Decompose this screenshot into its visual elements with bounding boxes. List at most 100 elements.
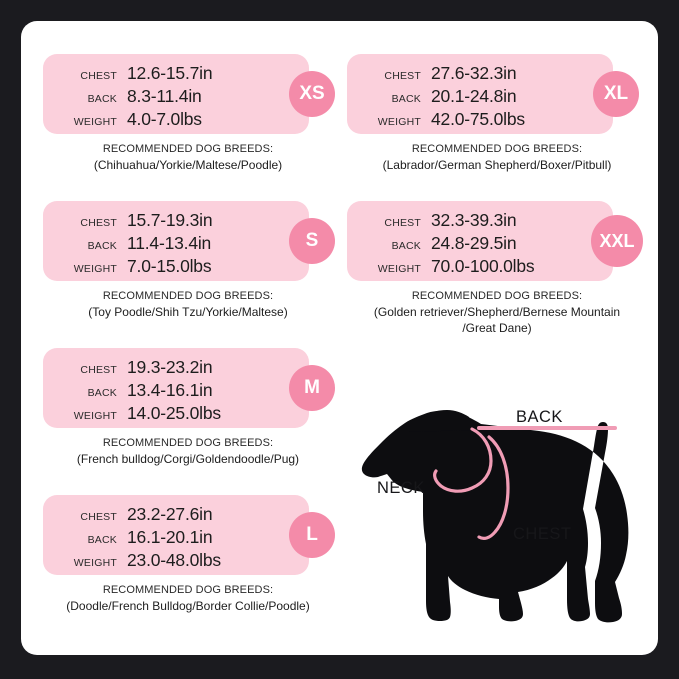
measure-value-back: 16.1-20.1in bbox=[127, 527, 213, 547]
breeds-list: (Toy Poodle/Shih Tzu/Yorkie/Maltese) bbox=[88, 305, 288, 319]
measure-value-back: 20.1-24.8in bbox=[431, 86, 517, 106]
measure-label-back: BACK bbox=[87, 534, 117, 546]
breeds-s: RECOMMENDED DOG BREEDS: (Toy Poodle/Shih… bbox=[43, 289, 333, 320]
size-block-m: CHEST 19.3-23.2in BACK 13.4-16.1in WEIGH… bbox=[43, 348, 335, 467]
dog-measurement-diagram: BACK NECK CHEST bbox=[351, 371, 651, 636]
measure-label-weight: WEIGHT bbox=[73, 410, 117, 422]
measurement-row-back: BACK 20.1-24.8in bbox=[347, 86, 613, 109]
measure-value-chest: 27.6-32.3in bbox=[431, 63, 517, 83]
breeds-xl: RECOMMENDED DOG BREEDS: (Labrador/German… bbox=[347, 142, 647, 173]
measurement-row-weight: WEIGHT 14.0-25.0lbs bbox=[43, 403, 309, 426]
measurement-list: CHEST 15.7-19.3in BACK 11.4-13.4in WEIGH… bbox=[43, 201, 309, 279]
breeds-title: RECOMMENDED DOG BREEDS: bbox=[411, 290, 583, 302]
measure-value-weight: 23.0-48.0lbs bbox=[127, 550, 221, 570]
breeds-list: (French bulldog/Corgi/Goldendoodle/Pug) bbox=[76, 452, 300, 466]
breeds-list: (Doodle/French Bulldog/Border Collie/Poo… bbox=[66, 599, 310, 613]
breeds-m: RECOMMENDED DOG BREEDS: (French bulldog/… bbox=[43, 436, 333, 467]
measurement-row-weight: WEIGHT 7.0-15.0lbs bbox=[43, 256, 309, 279]
measure-value-chest: 32.3-39.3in bbox=[431, 210, 517, 230]
size-block-l: CHEST 23.2-27.6in BACK 16.1-20.1in WEIGH… bbox=[43, 495, 335, 614]
measure-label-chest: CHEST bbox=[80, 70, 117, 82]
size-badge-s[interactable]: S bbox=[289, 218, 335, 264]
size-card-s[interactable]: CHEST 15.7-19.3in BACK 11.4-13.4in WEIGH… bbox=[43, 201, 335, 281]
breeds-title: RECOMMENDED DOG BREEDS: bbox=[102, 290, 274, 302]
measurement-row-chest: CHEST 27.6-32.3in bbox=[347, 63, 613, 86]
measure-value-back: 24.8-29.5in bbox=[431, 233, 517, 253]
neck-measure-loop bbox=[433, 427, 493, 493]
measurement-row-weight: WEIGHT 4.0-7.0lbs bbox=[43, 109, 309, 132]
measure-label-chest: CHEST bbox=[384, 217, 421, 229]
figure-label-chest: CHEST bbox=[513, 525, 572, 543]
measure-value-weight: 14.0-25.0lbs bbox=[127, 403, 221, 423]
measurement-row-chest: CHEST 12.6-15.7in bbox=[43, 63, 309, 86]
chest-measure-loop bbox=[477, 435, 510, 540]
measure-value-chest: 23.2-27.6in bbox=[127, 504, 213, 524]
size-block-xxl: CHEST 32.3-39.3in BACK 24.8-29.5in WEIGH… bbox=[347, 201, 647, 336]
measurement-row-back: BACK 13.4-16.1in bbox=[43, 380, 309, 403]
size-badge-m[interactable]: M bbox=[289, 365, 335, 411]
measurement-row-weight: WEIGHT 70.0-100.0lbs bbox=[347, 256, 613, 279]
dog-silhouette-icon bbox=[361, 410, 629, 623]
breeds-title: RECOMMENDED DOG BREEDS: bbox=[102, 143, 274, 155]
measurement-row-weight: WEIGHT 23.0-48.0lbs bbox=[43, 550, 309, 573]
breeds-l: RECOMMENDED DOG BREEDS: (Doodle/French B… bbox=[43, 583, 333, 614]
measure-value-weight: 4.0-7.0lbs bbox=[127, 109, 202, 129]
measure-value-back: 11.4-13.4in bbox=[127, 233, 212, 253]
size-block-s: CHEST 15.7-19.3in BACK 11.4-13.4in WEIGH… bbox=[43, 201, 335, 320]
measurement-row-chest: CHEST 23.2-27.6in bbox=[43, 504, 309, 527]
size-card-xs[interactable]: CHEST 12.6-15.7in BACK 8.3-11.4in WEIGHT… bbox=[43, 54, 335, 134]
measure-value-back: 8.3-11.4in bbox=[127, 86, 202, 106]
measure-label-back: BACK bbox=[87, 387, 117, 399]
breeds-title: RECOMMENDED DOG BREEDS: bbox=[411, 143, 583, 155]
size-block-xs: CHEST 12.6-15.7in BACK 8.3-11.4in WEIGHT… bbox=[43, 54, 335, 173]
measurement-row-chest: CHEST 19.3-23.2in bbox=[43, 357, 309, 380]
measure-value-back: 13.4-16.1in bbox=[127, 380, 213, 400]
breeds-list: (Chihuahua/Yorkie/Maltese/Poodle) bbox=[93, 158, 283, 172]
breeds-xs: RECOMMENDED DOG BREEDS: (Chihuahua/Yorki… bbox=[43, 142, 333, 173]
measure-value-chest: 15.7-19.3in bbox=[127, 210, 213, 230]
size-card-xxl[interactable]: CHEST 32.3-39.3in BACK 24.8-29.5in WEIGH… bbox=[347, 201, 643, 281]
measurement-list: CHEST 32.3-39.3in BACK 24.8-29.5in WEIGH… bbox=[347, 201, 613, 279]
measure-label-back: BACK bbox=[391, 240, 421, 252]
measurement-row-back: BACK 11.4-13.4in bbox=[43, 233, 309, 256]
measure-value-weight: 42.0-75.0lbs bbox=[431, 109, 525, 129]
size-badge-xs[interactable]: XS bbox=[289, 71, 335, 117]
measure-value-weight: 70.0-100.0lbs bbox=[431, 256, 535, 276]
figure-label-neck: NECK bbox=[377, 479, 425, 497]
measure-label-chest: CHEST bbox=[80, 511, 117, 523]
measurement-list: CHEST 12.6-15.7in BACK 8.3-11.4in WEIGHT… bbox=[43, 54, 309, 132]
measure-value-chest: 12.6-15.7in bbox=[127, 63, 213, 83]
size-card-l[interactable]: CHEST 23.2-27.6in BACK 16.1-20.1in WEIGH… bbox=[43, 495, 335, 575]
measurement-row-back: BACK 16.1-20.1in bbox=[43, 527, 309, 550]
size-block-xl: CHEST 27.6-32.3in BACK 20.1-24.8in WEIGH… bbox=[347, 54, 647, 173]
measure-value-chest: 19.3-23.2in bbox=[127, 357, 213, 377]
measure-label-back: BACK bbox=[87, 93, 117, 105]
breeds-xxl: RECOMMENDED DOG BREEDS: (Golden retrieve… bbox=[347, 289, 647, 336]
measurement-row-chest: CHEST 15.7-19.3in bbox=[43, 210, 309, 233]
measurement-row-chest: CHEST 32.3-39.3in bbox=[347, 210, 613, 233]
breeds-list: (Golden retriever/Shepherd/Bernese Mount… bbox=[373, 305, 621, 335]
measure-label-back: BACK bbox=[87, 240, 117, 252]
size-chart-panel: CHEST 12.6-15.7in BACK 8.3-11.4in WEIGHT… bbox=[21, 21, 658, 655]
size-badge-xxl[interactable]: XXL bbox=[591, 215, 643, 267]
measure-label-chest: CHEST bbox=[80, 364, 117, 376]
size-badge-xl[interactable]: XL bbox=[593, 71, 639, 117]
measure-label-weight: WEIGHT bbox=[377, 263, 421, 275]
measurement-row-weight: WEIGHT 42.0-75.0lbs bbox=[347, 109, 613, 132]
breeds-title: RECOMMENDED DOG BREEDS: bbox=[102, 437, 274, 449]
measure-label-weight: WEIGHT bbox=[73, 263, 117, 275]
figure-label-back: BACK bbox=[516, 408, 563, 426]
measurement-list: CHEST 23.2-27.6in BACK 16.1-20.1in WEIGH… bbox=[43, 495, 309, 573]
size-card-xl[interactable]: CHEST 27.6-32.3in BACK 20.1-24.8in WEIGH… bbox=[347, 54, 639, 134]
measure-label-weight: WEIGHT bbox=[73, 557, 117, 569]
size-badge-l[interactable]: L bbox=[289, 512, 335, 558]
measurement-row-back: BACK 8.3-11.4in bbox=[43, 86, 309, 109]
measure-label-chest: CHEST bbox=[80, 217, 117, 229]
measure-label-back: BACK bbox=[391, 93, 421, 105]
breeds-title: RECOMMENDED DOG BREEDS: bbox=[102, 584, 274, 596]
size-card-m[interactable]: CHEST 19.3-23.2in BACK 13.4-16.1in WEIGH… bbox=[43, 348, 335, 428]
measurement-list: CHEST 19.3-23.2in BACK 13.4-16.1in WEIGH… bbox=[43, 348, 309, 426]
measure-label-weight: WEIGHT bbox=[73, 116, 117, 128]
measurement-row-back: BACK 24.8-29.5in bbox=[347, 233, 613, 256]
